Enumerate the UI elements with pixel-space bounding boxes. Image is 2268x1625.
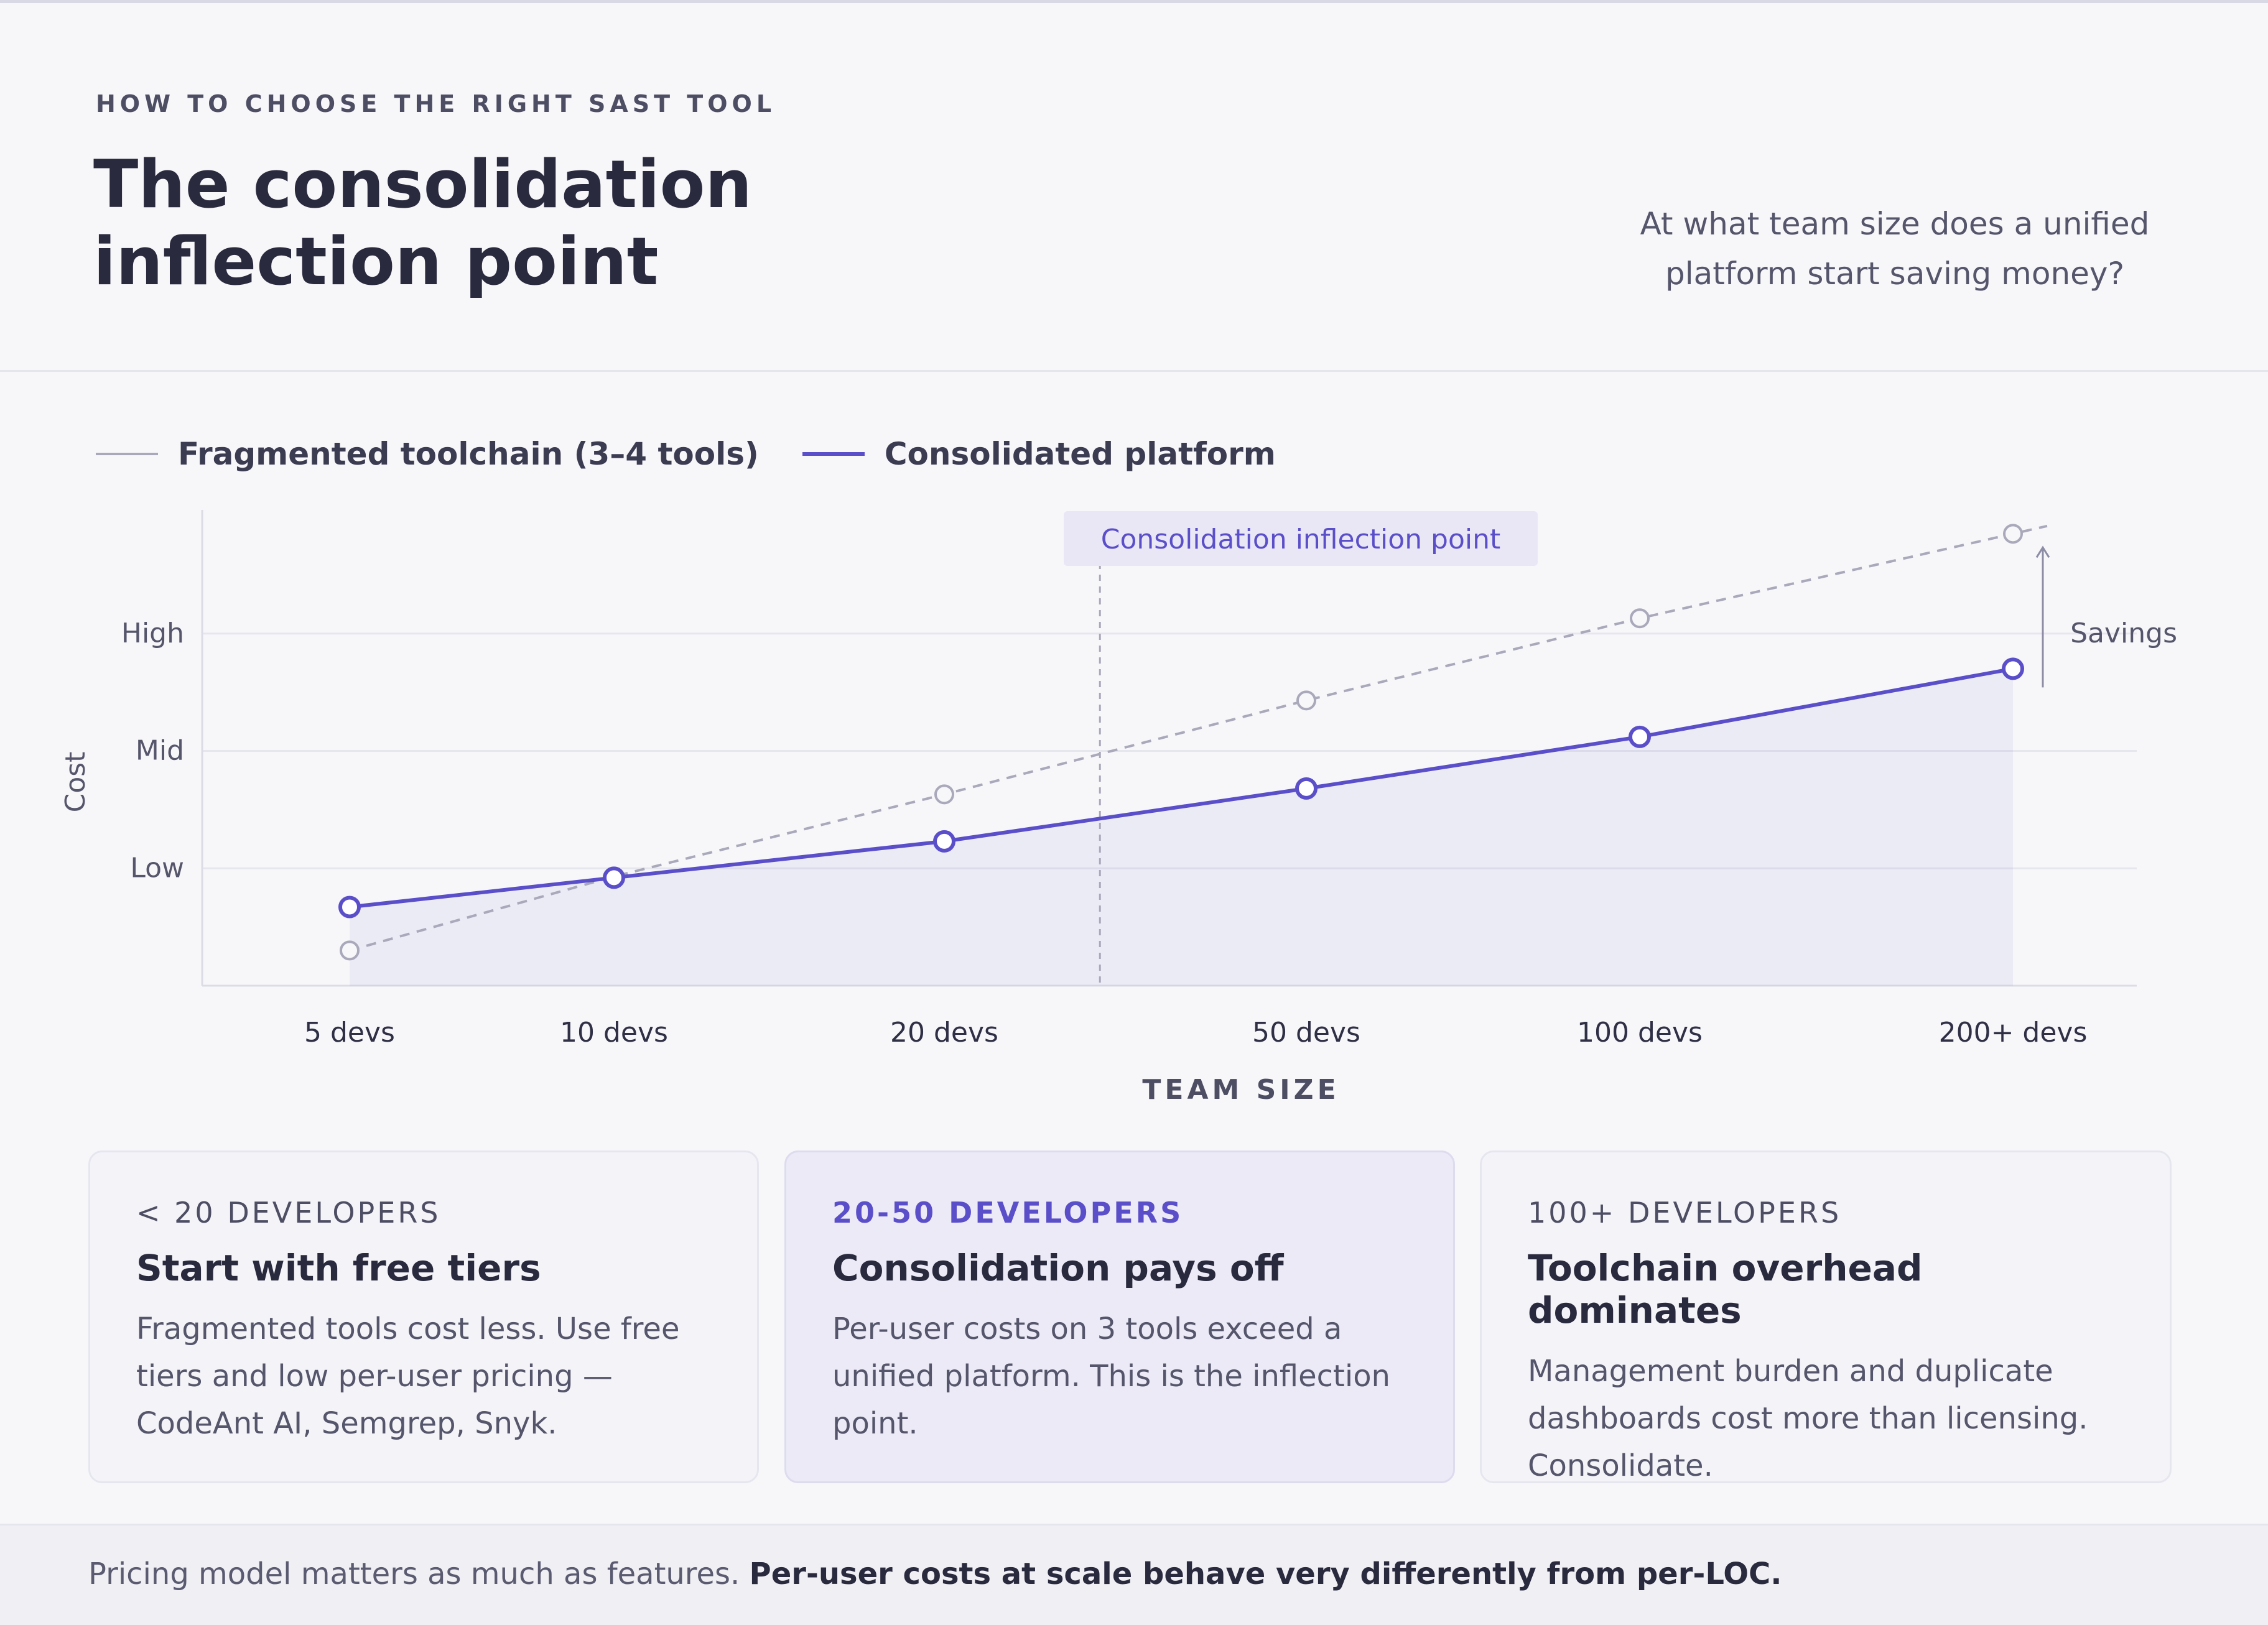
footer-note: Pricing model matters as much as feature… — [88, 1557, 1782, 1591]
x-tick-label: 200+ devs — [1939, 1017, 2088, 1049]
card-body: Management burden and duplicate dashboar… — [1528, 1354, 2088, 1483]
legend-item-consolidated: Consolidated platform — [802, 436, 1276, 472]
consolidated-point — [338, 896, 361, 919]
consolidated-series-line — [349, 667, 2014, 909]
title-line-1: The consolidation — [93, 146, 752, 223]
legend-item-fragmented: Fragmented toolchain (3–4 tools) — [96, 436, 759, 472]
y-tick-label: Low — [130, 852, 184, 884]
card-title: Toolchain overhead dominates — [1528, 1247, 1923, 1331]
inflection-label: Consolidation inflection point — [1101, 524, 1501, 555]
x-tick-label: 20 devs — [890, 1017, 998, 1049]
y-tick-label: Mid — [136, 735, 184, 767]
card-large-team: 100+ DEVELOPERS Toolchain overhead domin… — [1480, 1150, 2172, 1483]
label-layer: Low Mid High Cost 5 devs 10 devs 20 devs 50 dev… — [60, 618, 2087, 1106]
card-body: Fragmented tools cost less. Use free tie… — [136, 1312, 680, 1441]
card-title: Start with free tiers — [136, 1247, 541, 1289]
consolidated-point — [2002, 657, 2024, 680]
x-tick-label: 5 devs — [304, 1017, 395, 1049]
card-range: 100+ DEVELOPERS — [1528, 1196, 1842, 1229]
footer-emphasis: Per-user costs at scale behave very diff… — [749, 1557, 1782, 1591]
axis-layer — [201, 510, 2137, 987]
y-tick-label: High — [121, 618, 184, 649]
fragmented-point — [1630, 608, 1650, 629]
card-body: Per-user costs on 3 tools exceed a unifi… — [832, 1312, 1390, 1441]
fragmented-point — [340, 940, 360, 961]
chart-legend: Fragmented toolchain (3–4 tools) Consoli… — [96, 432, 1319, 476]
title-line-2: inflection point — [93, 223, 659, 300]
annotation-layer: Consolidation inflection point Savings — [1064, 511, 2177, 986]
card-small-team: < 20 DEVELOPERS Start with free tiers Fr… — [88, 1150, 759, 1483]
x-axis-title: TEAM SIZE — [1142, 1074, 1339, 1106]
question-line-1: At what team size does a unified — [1640, 206, 2150, 242]
cost-chart: Consolidation inflection point Savings Lo… — [60, 510, 2177, 1106]
consolidated-point — [1629, 725, 1651, 748]
top-border — [0, 0, 2268, 3]
header-question: At what team size does a unified platfor… — [1615, 199, 2175, 299]
grid-layer — [202, 632, 2137, 869]
y-axis-title: Cost — [60, 752, 91, 813]
footer: Pricing model matters as much as feature… — [0, 1524, 2268, 1625]
card-mid-team: 20-50 DEVELOPERS Consolidation pays off … — [784, 1150, 1455, 1483]
legend-label-fragmented: Fragmented toolchain (3–4 tools) — [178, 436, 759, 472]
area-layer — [350, 669, 2013, 986]
footer-lead: Pricing model matters as much as feature… — [88, 1557, 740, 1591]
card-title: Consolidation pays off — [832, 1247, 1284, 1289]
fragmented-point — [934, 784, 954, 805]
card-range: 20-50 DEVELOPERS — [832, 1196, 1184, 1229]
eyebrow-label: HOW TO CHOOSE THE RIGHT SAST TOOL — [96, 90, 776, 118]
consolidated-area-fill — [350, 669, 2013, 986]
recommendation-cards: < 20 DEVELOPERS Start with free tiers Fr… — [88, 1150, 2172, 1483]
fragmented-point — [1296, 690, 1316, 711]
legend-swatch-consolidated — [802, 452, 865, 456]
page-title: The consolidation inflection point — [93, 146, 752, 300]
legend-swatch-fragmented — [96, 453, 158, 455]
header: HOW TO CHOOSE THE RIGHT SAST TOOL The co… — [0, 3, 2268, 370]
consolidated-point — [933, 830, 955, 853]
legend-label-consolidated: Consolidated platform — [884, 436, 1276, 472]
x-tick-label: 10 devs — [560, 1017, 668, 1049]
card-range: < 20 DEVELOPERS — [136, 1196, 441, 1229]
savings-arrow-head — [2035, 545, 2050, 558]
header-divider — [0, 370, 2268, 372]
consolidated-point — [603, 866, 625, 889]
question-line-2: platform start saving money? — [1665, 256, 2125, 292]
savings-label: Savings — [2070, 618, 2177, 649]
x-tick-label: 50 devs — [1252, 1017, 1360, 1049]
point-layer — [338, 524, 2024, 961]
inflection-label-box — [1064, 511, 1538, 566]
consolidated-point — [1295, 777, 1318, 800]
x-tick-label: 100 devs — [1577, 1017, 1703, 1049]
fragmented-point — [2003, 524, 2023, 544]
